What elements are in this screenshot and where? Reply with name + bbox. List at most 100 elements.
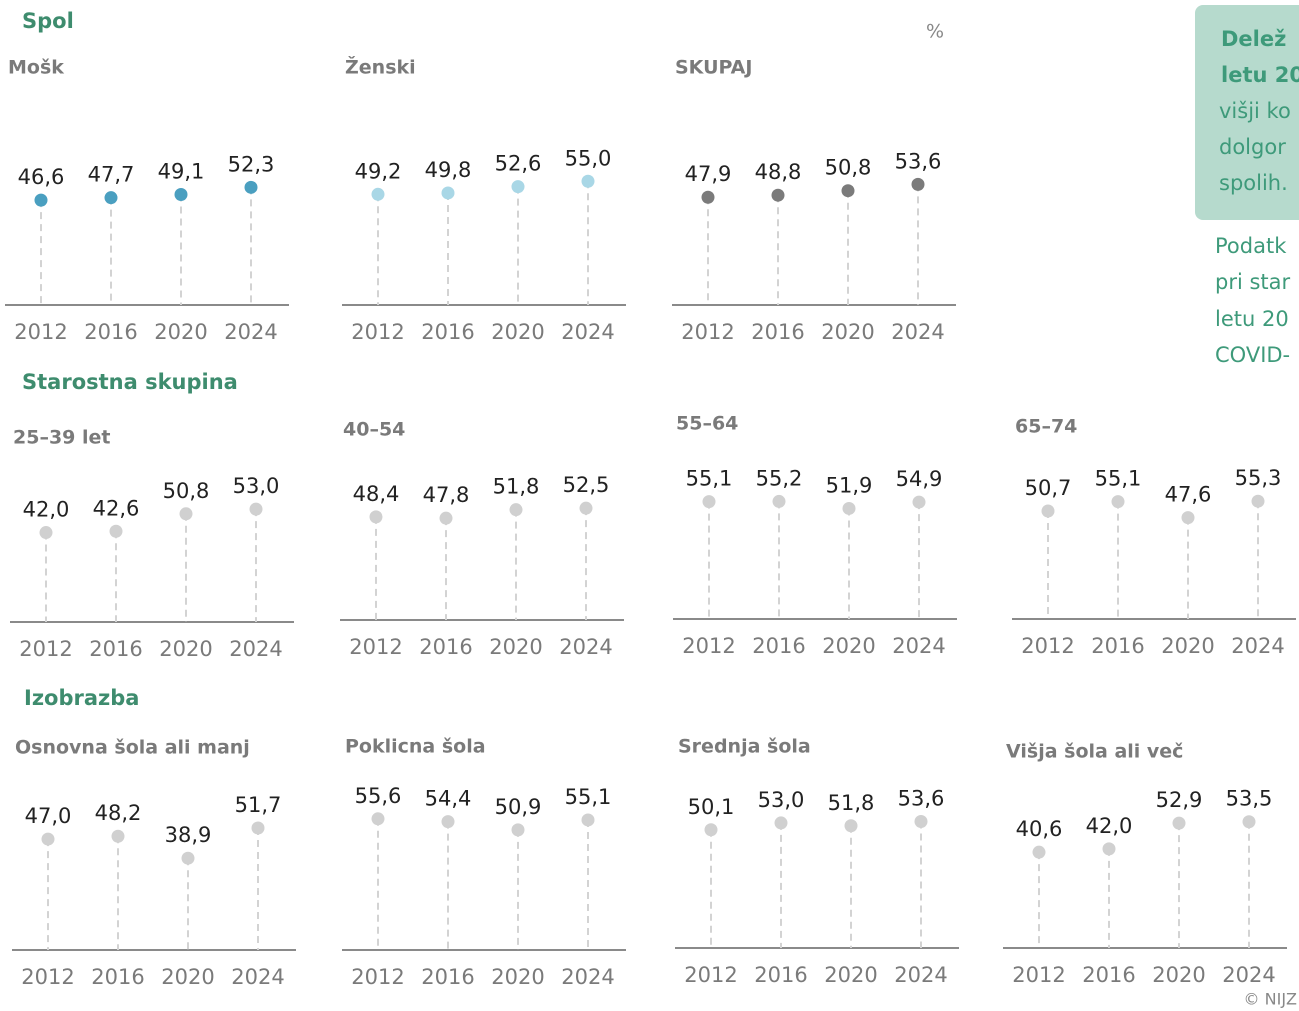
x-tick-label: 2024: [891, 320, 944, 344]
dot: [244, 180, 258, 194]
value-label: 55,1: [1095, 467, 1142, 491]
copyright: © NIJZ: [1244, 990, 1297, 1009]
dot: [774, 816, 788, 830]
x-tick-label: 2020: [1161, 634, 1214, 658]
value-label: 47,8: [423, 483, 470, 507]
dot: [1032, 845, 1046, 859]
dot: [911, 177, 925, 191]
value-label: 53,0: [233, 474, 280, 498]
dot: [371, 187, 385, 201]
x-tick-label: 2012: [19, 637, 72, 661]
x-tick-label: 2020: [154, 320, 207, 344]
dot: [174, 188, 188, 202]
x-tick-label: 2012: [14, 320, 67, 344]
x-tick-label: 2020: [491, 320, 544, 344]
value-label: 49,8: [425, 158, 472, 182]
dot: [441, 815, 455, 829]
value-label: 53,0: [758, 788, 805, 812]
value-label: 52,9: [1156, 788, 1203, 812]
value-label: 42,0: [1086, 814, 1133, 838]
dot: [249, 502, 263, 516]
dot: [109, 524, 123, 538]
x-tick-label: 2020: [489, 635, 542, 659]
x-tick-label: 2012: [21, 965, 74, 989]
dot: [1102, 842, 1116, 856]
value-label: 46,6: [18, 165, 65, 189]
x-tick-label: 2020: [824, 963, 877, 987]
x-tick-label: 2016: [84, 320, 137, 344]
x-tick-label: 2024: [561, 320, 614, 344]
x-tick-label: 2020: [491, 965, 544, 989]
value-label: 55,1: [565, 785, 612, 809]
value-label: 54,4: [425, 787, 472, 811]
x-tick-label: 2012: [1021, 634, 1074, 658]
dot: [701, 190, 715, 204]
dot: [1251, 494, 1265, 508]
x-tick-label: 2024: [229, 637, 282, 661]
x-tick-label: 2020: [159, 637, 212, 661]
value-label: 50,8: [163, 479, 210, 503]
x-tick-label: 2016: [754, 963, 807, 987]
dot: [704, 823, 718, 837]
x-tick-label: 2016: [91, 965, 144, 989]
panel-title: Ženski: [345, 56, 416, 79]
dot: [581, 174, 595, 188]
x-tick-label: 2016: [1091, 634, 1144, 658]
dot: [511, 180, 525, 194]
dot: [439, 511, 453, 525]
dot: [1181, 511, 1195, 525]
value-label: 51,9: [826, 473, 873, 497]
value-label: 51,7: [235, 793, 282, 817]
value-label: 48,2: [95, 801, 142, 825]
dot: [104, 191, 118, 205]
value-label: 49,2: [355, 159, 402, 183]
x-tick-label: 2024: [894, 963, 947, 987]
box-line: dolgor: [1219, 135, 1286, 159]
dot: [844, 819, 858, 833]
panel-title: Višja šola ali več: [1006, 741, 1183, 763]
dot: [111, 829, 125, 843]
dot: [702, 495, 716, 509]
dot: [842, 501, 856, 515]
value-label: 50,9: [495, 795, 542, 819]
x-tick-label: 2012: [682, 634, 735, 658]
value-label: 50,8: [825, 156, 872, 180]
panel-title: Srednja šola: [678, 736, 811, 758]
value-label: 52,3: [228, 152, 275, 176]
x-tick-label: 2012: [349, 635, 402, 659]
dot: [41, 832, 55, 846]
x-tick-label: 2016: [751, 320, 804, 344]
note-line: letu 20: [1215, 307, 1289, 331]
value-label: 55,0: [565, 146, 612, 170]
x-tick-label: 2012: [351, 320, 404, 344]
x-tick-label: 2020: [161, 965, 214, 989]
x-tick-label: 2024: [1231, 634, 1284, 658]
value-label: 47,6: [1165, 483, 1212, 507]
dot: [509, 503, 523, 517]
panel-title: SKUPAJ: [675, 57, 752, 79]
x-tick-label: 2024: [561, 965, 614, 989]
dot: [841, 184, 855, 198]
dot: [1041, 504, 1055, 518]
dot: [581, 813, 595, 827]
x-tick-label: 2020: [821, 320, 874, 344]
dot: [912, 495, 926, 509]
x-tick-label: 2024: [224, 320, 277, 344]
note-line: Podatk: [1215, 234, 1287, 258]
x-tick-label: 2024: [1222, 963, 1275, 987]
panel-title: Osnovna šola ali manj: [15, 737, 250, 759]
note-line: COVID-: [1215, 343, 1290, 367]
panel-title: 25–39 let: [13, 427, 110, 449]
dot: [914, 815, 928, 829]
section-title: Starostna skupina: [22, 370, 238, 394]
value-label: 42,6: [93, 496, 140, 520]
unit: %: [926, 21, 944, 43]
info-box: [1195, 5, 1299, 220]
note-line: pri star: [1215, 270, 1291, 294]
x-tick-label: 2016: [1082, 963, 1135, 987]
value-label: 55,6: [355, 784, 402, 808]
x-tick-label: 2012: [1012, 963, 1065, 987]
panel-title: Poklicna šola: [345, 736, 486, 758]
x-tick-label: 2020: [1152, 963, 1205, 987]
